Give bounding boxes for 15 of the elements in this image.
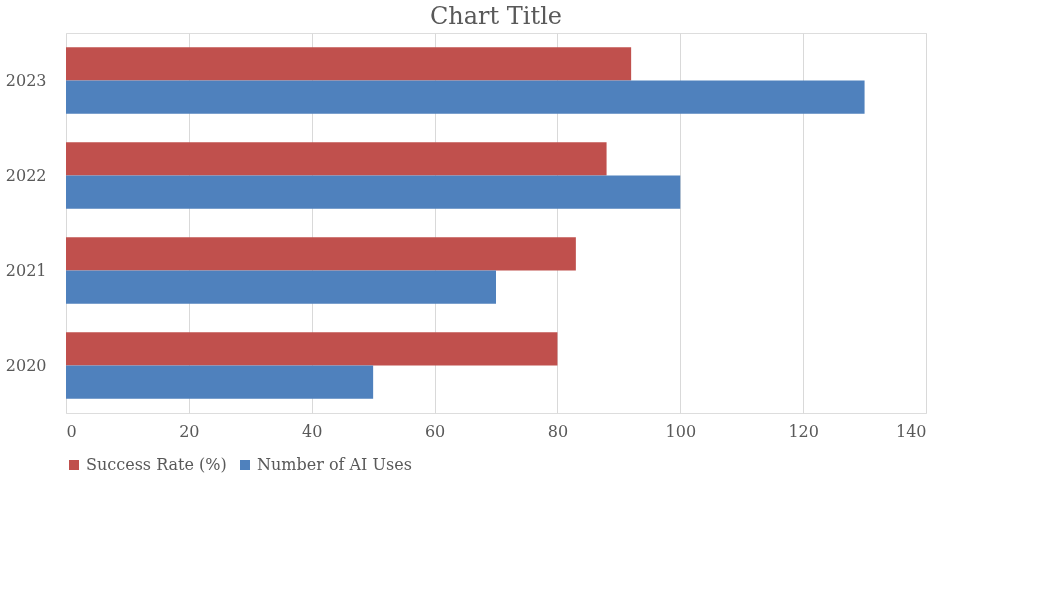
y-tick-label: 2021 (5, 260, 47, 280)
x-tick-label: 80 (547, 421, 569, 441)
legend-label: Success Rate (%) (86, 455, 227, 474)
x-tick-label: 60 (424, 421, 446, 441)
x-tick-label: 120 (788, 421, 819, 441)
x-tick-label: 20 (179, 421, 200, 441)
y-tick-label: 2020 (5, 355, 47, 375)
chart-title: Chart Title (429, 2, 563, 30)
x-tick-label: 100 (665, 421, 697, 441)
legend-label: Number of AI Uses (257, 455, 412, 474)
y-tick-label: 2022 (5, 165, 47, 185)
x-tick-label: 40 (302, 421, 323, 441)
x-tick-label: 140 (895, 421, 927, 441)
x-tick-label: 0 (66, 421, 77, 441)
y-tick-label: 2023 (5, 70, 47, 90)
